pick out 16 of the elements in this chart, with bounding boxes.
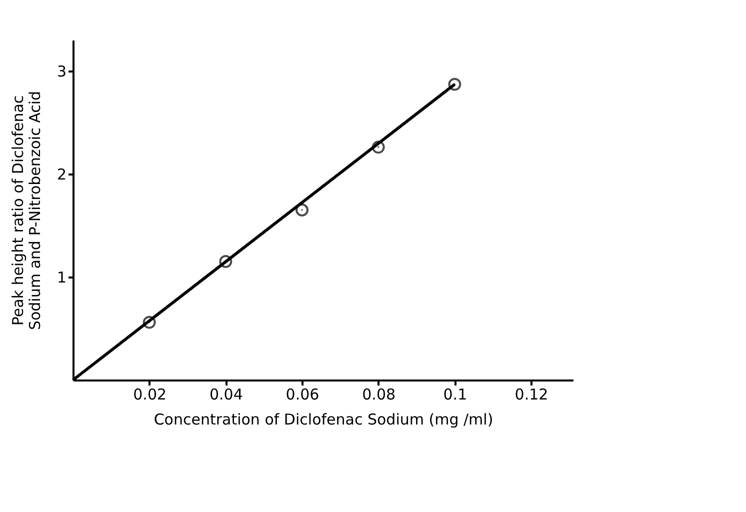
x-tick-label: 0.12 (514, 386, 548, 404)
y-tick-label: 2 (56, 165, 66, 184)
point (219, 255, 232, 268)
x-tick-label: 0.08 (362, 386, 396, 404)
y-tick-label: 1 (56, 268, 66, 286)
point (142, 316, 156, 329)
y-axis-title: Peak height ratio of Diclofenac Sodium and P-Nitrobenzoic Acid (8, 90, 44, 330)
y-tick-label: 3 (56, 62, 66, 80)
point (372, 140, 385, 154)
x-tick-label: 0.02 (133, 386, 167, 404)
x-tick-label: 0.04 (209, 386, 243, 404)
x-axis-title: Concentration of Diclofenac Sodium (mg /ml) (154, 410, 494, 428)
x-tick-label: 0.1 (443, 386, 468, 404)
point (296, 204, 308, 216)
x-tick-label: 0.06 (286, 386, 320, 404)
point (448, 78, 462, 91)
